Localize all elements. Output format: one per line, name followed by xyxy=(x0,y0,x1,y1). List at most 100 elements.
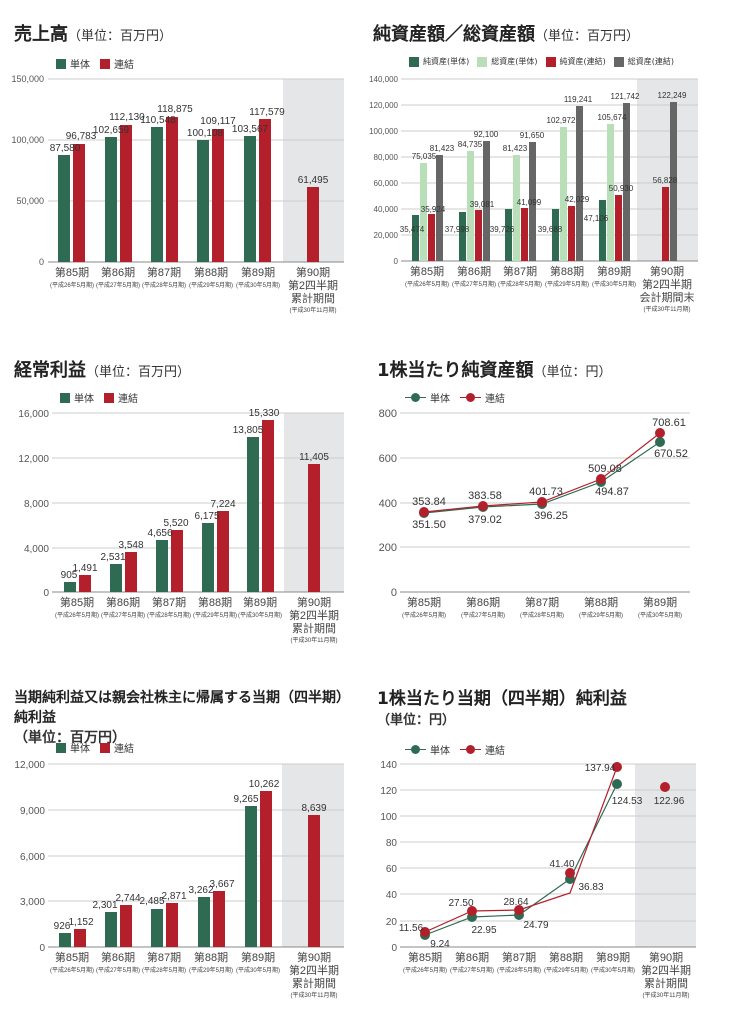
svg-text:第89期: 第89期 xyxy=(597,264,631,278)
svg-text:第87期: 第87期 xyxy=(525,595,559,609)
svg-text:112,130: 112,130 xyxy=(109,112,145,123)
svg-text:(平成29年5月期): (平成29年5月期) xyxy=(189,966,233,974)
svg-text:(平成26年5月期): (平成26年5月期) xyxy=(405,280,449,288)
svg-text:102,659: 102,659 xyxy=(93,125,130,136)
svg-text:第2四半期: 第2四半期 xyxy=(288,278,338,292)
net-income-chart-title: 当期純利益又は親会社株主に帰属する当期（四半期）純利益 （単位：百万円） xyxy=(14,690,350,746)
legend-item-ta-single: 総資産(単体) xyxy=(477,56,538,67)
svg-text:41,099: 41,099 xyxy=(517,198,542,207)
svg-text:102,972: 102,972 xyxy=(547,116,576,125)
svg-text:40: 40 xyxy=(386,890,398,901)
svg-text:36.83: 36.83 xyxy=(578,882,603,893)
svg-text:120: 120 xyxy=(380,786,397,797)
svg-text:12,000: 12,000 xyxy=(14,760,45,771)
legend-swatch-consolidated xyxy=(100,742,110,753)
svg-text:第90期: 第90期 xyxy=(296,265,330,279)
svg-text:15,330: 15,330 xyxy=(249,408,280,419)
legend-swatch-na-single xyxy=(409,56,419,67)
svg-text:第87期: 第87期 xyxy=(502,950,536,964)
svg-text:2,485: 2,485 xyxy=(139,896,164,907)
svg-text:400: 400 xyxy=(379,498,397,510)
svg-text:第85期: 第85期 xyxy=(408,950,442,964)
net-income-chart-panel: 当期純利益又は親会社株主に帰属する当期（四半期）純利益 （単位：百万円） 単体 … xyxy=(0,680,365,1024)
svg-text:(平成28年5月期): (平成28年5月期) xyxy=(497,966,541,974)
svg-text:第90期: 第90期 xyxy=(297,595,331,609)
svg-text:第2四半期: 第2四半期 xyxy=(289,963,339,977)
svg-text:第89期: 第89期 xyxy=(643,595,677,609)
svg-text:926: 926 xyxy=(54,921,71,932)
svg-text:(平成29年5月期): (平成29年5月期) xyxy=(193,611,237,619)
svg-text:(平成26年5月期): (平成26年5月期) xyxy=(50,281,94,289)
assets-chart-title: 純資産額／総資産額（単位：百万円） xyxy=(373,24,640,45)
svg-text:(平成26年5月期): (平成26年5月期) xyxy=(402,611,446,619)
assets-legend: 純資産(単体) 総資産(単体) 純資産(連結) 総資産(連結) xyxy=(409,56,674,67)
svg-text:121,742: 121,742 xyxy=(611,92,640,101)
svg-text:(平成29年5月期): (平成29年5月期) xyxy=(545,280,589,288)
svg-text:1,152: 1,152 xyxy=(68,917,93,928)
svg-text:第87期: 第87期 xyxy=(147,265,181,279)
svg-text:379.02: 379.02 xyxy=(468,514,502,526)
svg-text:509.08: 509.08 xyxy=(588,463,622,475)
svg-text:第88期: 第88期 xyxy=(550,264,584,278)
svg-text:(平成30年5月期): (平成30年5月期) xyxy=(591,966,635,974)
ordinary-income-chart-title: 経常利益（単位：百万円） xyxy=(14,360,191,381)
svg-text:35,924: 35,924 xyxy=(421,205,446,214)
svg-text:396.25: 396.25 xyxy=(534,510,568,522)
svg-text:8,000: 8,000 xyxy=(24,499,49,510)
legend-item-na-cons: 純資産(連結) xyxy=(545,56,606,67)
svg-text:3,262: 3,262 xyxy=(188,885,213,896)
svg-text:96,783: 96,783 xyxy=(66,131,97,142)
svg-text:351.50: 351.50 xyxy=(412,519,446,531)
legend-item-ta-cons: 総資産(連結) xyxy=(613,56,674,67)
svg-text:61,495: 61,495 xyxy=(298,175,329,186)
svg-text:累計期間: 累計期間 xyxy=(292,976,336,990)
svg-text:2,531: 2,531 xyxy=(100,552,125,563)
svg-text:5,520: 5,520 xyxy=(163,518,188,529)
svg-text:(平成29年5月期): (平成29年5月期) xyxy=(544,966,588,974)
svg-text:第90期: 第90期 xyxy=(649,950,683,964)
svg-text:56,828: 56,828 xyxy=(653,176,678,185)
svg-text:第89期: 第89期 xyxy=(596,950,630,964)
legend-item-consolidated: 連結 xyxy=(104,390,138,405)
legend-item-consolidated: 連結 xyxy=(100,740,134,755)
svg-text:103,567: 103,567 xyxy=(232,124,269,135)
svg-text:第90期: 第90期 xyxy=(650,264,684,278)
svg-text:383.58: 383.58 xyxy=(468,490,502,502)
svg-text:37,998: 37,998 xyxy=(445,225,470,234)
svg-text:3,667: 3,667 xyxy=(209,879,234,890)
svg-text:39,688: 39,688 xyxy=(538,225,563,234)
svg-text:(平成30年11月期): (平成30年11月期) xyxy=(643,991,690,999)
svg-text:87,580: 87,580 xyxy=(50,143,81,154)
svg-text:9,000: 9,000 xyxy=(20,806,45,817)
svg-text:(平成27年5月期): (平成27年5月期) xyxy=(461,611,505,619)
svg-text:140,000: 140,000 xyxy=(369,75,398,84)
svg-text:16,000: 16,000 xyxy=(18,409,49,420)
svg-text:13,805: 13,805 xyxy=(233,425,264,436)
legend-swatch-single xyxy=(56,742,66,753)
svg-text:20,000: 20,000 xyxy=(374,231,399,240)
svg-text:(平成27年5月期): (平成27年5月期) xyxy=(450,966,494,974)
svg-text:2,301: 2,301 xyxy=(92,900,117,911)
svg-text:(平成30年5月期): (平成30年5月期) xyxy=(638,611,682,619)
svg-text:(平成27年5月期): (平成27年5月期) xyxy=(96,281,140,289)
svg-text:11,405: 11,405 xyxy=(299,452,329,463)
legend-swatch-consolidated xyxy=(104,392,114,403)
svg-text:600: 600 xyxy=(379,453,397,465)
bps-chart-title: 1株当たり純資産額（単位：円） xyxy=(377,360,612,381)
svg-text:累計期間: 累計期間 xyxy=(644,976,688,990)
svg-text:(平成30年11月期): (平成30年11月期) xyxy=(290,306,337,314)
svg-text:800: 800 xyxy=(379,408,397,420)
svg-text:39,081: 39,081 xyxy=(470,200,495,209)
svg-text:3,000: 3,000 xyxy=(20,897,45,908)
svg-text:1,491: 1,491 xyxy=(72,563,97,574)
svg-text:28.64: 28.64 xyxy=(503,897,528,908)
svg-text:9,265: 9,265 xyxy=(233,794,258,805)
legend-marker-consolidated xyxy=(460,393,481,402)
svg-text:100,108: 100,108 xyxy=(187,128,224,139)
svg-text:(平成30年5月期): (平成30年5月期) xyxy=(236,281,280,289)
svg-text:第88期: 第88期 xyxy=(549,950,583,964)
svg-text:100,000: 100,000 xyxy=(369,127,398,136)
svg-text:42,029: 42,029 xyxy=(565,195,590,204)
svg-text:(平成26年5月期): (平成26年5月期) xyxy=(50,966,94,974)
